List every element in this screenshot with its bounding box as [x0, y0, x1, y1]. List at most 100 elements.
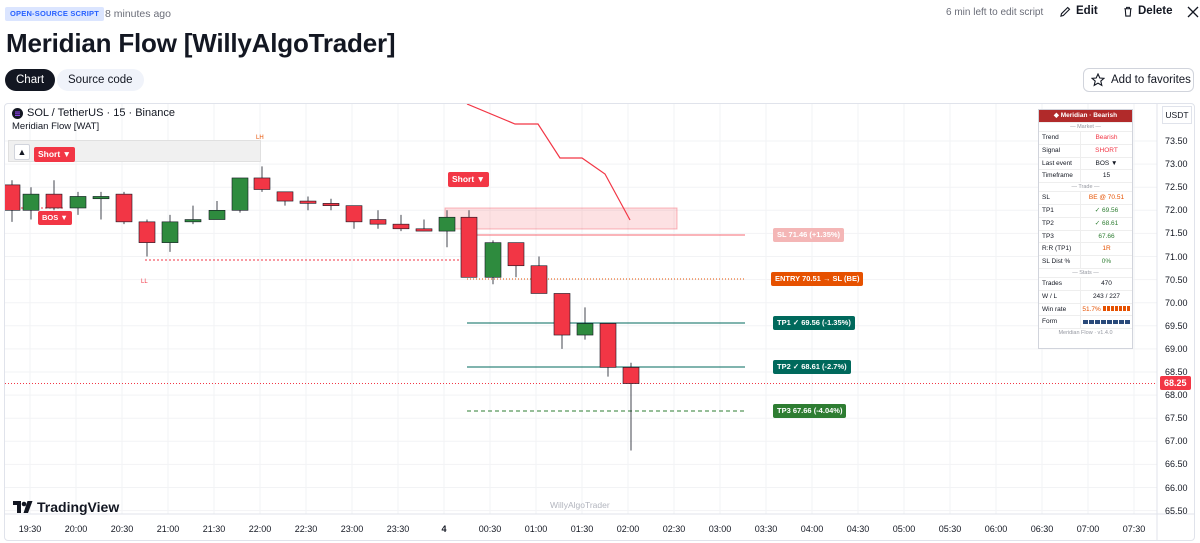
market-row: Last event BOS ▼: [1039, 156, 1132, 170]
price-tick: 65.50: [1165, 505, 1188, 516]
delete-label: Delete: [1138, 5, 1173, 17]
time-tick: 01:30: [570, 524, 594, 534]
time-tick: 19:30: [18, 524, 42, 534]
currency-button[interactable]: USDT: [1162, 106, 1192, 124]
candle: [415, 219, 433, 232]
delete-button[interactable]: Delete: [1123, 5, 1173, 17]
candle: [161, 214, 179, 252]
panel-value: SHORT: [1095, 146, 1118, 154]
candle: [460, 210, 478, 278]
candles: [5, 166, 640, 451]
candle: [599, 323, 617, 377]
stats-row: Win rate 51.7%: [1039, 302, 1132, 316]
chart-grid: [5, 104, 1194, 540]
panel-key: Form: [1039, 316, 1081, 329]
short-signal-tag-2: Short ▼: [448, 172, 489, 187]
candle: [231, 177, 249, 213]
price-tick: 66.50: [1165, 459, 1188, 470]
panel-value: 67.66: [1098, 232, 1115, 240]
close-icon[interactable]: [1186, 4, 1200, 20]
candle: [369, 210, 387, 229]
time-tick: 02:30: [662, 524, 686, 534]
time-tick: 23:00: [340, 524, 364, 534]
panel-footer: Meridian Flow · v1.4.0: [1039, 328, 1132, 337]
level-tag: TP1 ✓ 69.56 (-1.35%): [773, 316, 855, 330]
time-tick: 4: [441, 524, 447, 534]
tradingview-icon: [13, 501, 33, 513]
time-tick: 01:00: [524, 524, 548, 534]
tab-source-code[interactable]: Source code: [57, 69, 144, 91]
time-tick: 23:30: [386, 524, 410, 534]
candle: [69, 191, 87, 215]
panel-key: Trades: [1039, 277, 1081, 290]
solana-icon: [12, 107, 23, 119]
panel-value: 470: [1101, 279, 1112, 287]
collapse-button[interactable]: ▲: [14, 144, 30, 160]
time-tick: 07:30: [1122, 524, 1146, 534]
symbol-label: SOL / TetherUS · 15 · Binance: [27, 107, 175, 119]
edit-label: Edit: [1076, 5, 1098, 17]
stats-section-label: — Stats —: [1039, 267, 1132, 277]
lh-label: LH: [256, 135, 264, 141]
candle: [276, 191, 294, 206]
short-signal-tag: Short ▼: [34, 147, 75, 162]
time-tick: 02:00: [616, 524, 640, 534]
level-tag: TP3 67.66 (-4.04%): [773, 404, 847, 418]
trade-row: R:R (TP1) 1R: [1039, 242, 1132, 256]
trade-row: SL Dist % 0%: [1039, 255, 1132, 268]
market-row: Timeframe 15: [1039, 169, 1132, 183]
panel-key: R:R (TP1): [1039, 243, 1081, 256]
time-tick: 22:00: [248, 524, 272, 534]
level-tag: ENTRY 70.51 → SL (BE): [771, 272, 864, 286]
favorites-label: Add to favorites: [1111, 74, 1191, 86]
candle: [253, 166, 271, 192]
candle: [92, 191, 110, 220]
candle: [322, 198, 340, 211]
panel-key: Signal: [1039, 144, 1081, 157]
chart-legend: SOL / TetherUS · 15 · Binance Meridian F…: [12, 107, 175, 132]
price-tick: 72.50: [1165, 182, 1188, 193]
time-tick: 03:30: [754, 524, 778, 534]
pencil-icon: [1060, 6, 1071, 17]
time-tick: 05:30: [938, 524, 962, 534]
watermark: WillyAlgoTrader: [550, 500, 610, 510]
candle: [530, 256, 548, 294]
panel-value: 0%: [1101, 258, 1112, 266]
price-tick: 71.00: [1165, 251, 1188, 262]
stats-row: W / L 243 / 227: [1039, 289, 1132, 303]
stats-row: Trades 470: [1039, 276, 1132, 290]
time-tick: 04:30: [846, 524, 870, 534]
candle: [622, 362, 640, 451]
time-tick: 04:00: [800, 524, 824, 534]
time-tick: 03:00: [708, 524, 732, 534]
panel-key: W / L: [1039, 290, 1081, 303]
market-row: Trend Bearish: [1039, 131, 1132, 144]
edit-button[interactable]: Edit: [1060, 5, 1098, 17]
panel-value: ✓ 68.61: [1094, 219, 1119, 227]
trade-row: TP1 ✓ 69.56: [1039, 203, 1132, 217]
candle: [208, 201, 226, 220]
trade-row: SL BE @ 70.51: [1039, 191, 1132, 204]
panel-value: 1R: [1102, 245, 1111, 253]
panel-value: 243 / 227: [1092, 292, 1121, 300]
brand-label: TradingView: [37, 499, 120, 515]
panel-value: [1081, 316, 1132, 328]
add-to-favorites-button[interactable]: Add to favorites: [1083, 68, 1194, 92]
price-tick: 70.00: [1165, 297, 1188, 308]
panel-value: Bearish: [1095, 134, 1118, 141]
time-tick: 06:30: [1030, 524, 1054, 534]
panel-key: TP2: [1039, 217, 1081, 230]
tab-chart[interactable]: Chart: [5, 69, 56, 91]
market-section-label: — Market —: [1039, 122, 1132, 131]
top-bar: OPEN-SOURCE SCRIPT 8 minutes ago 6 min l…: [0, 0, 1200, 28]
time-tick: 06:00: [984, 524, 1008, 534]
candle: [138, 219, 156, 257]
price-chart[interactable]: [5, 104, 1195, 541]
time-tick: 05:00: [892, 524, 916, 534]
trailing-stop-line: [466, 104, 631, 221]
candle: [45, 180, 63, 211]
panel-value: BOS ▼: [1095, 159, 1118, 167]
panel-key: TP1: [1039, 204, 1081, 217]
price-tick: 72.00: [1165, 205, 1188, 216]
chart-area[interactable]: ▲ SOL / TetherUS · 15 · Binance Meridian…: [4, 103, 1195, 541]
